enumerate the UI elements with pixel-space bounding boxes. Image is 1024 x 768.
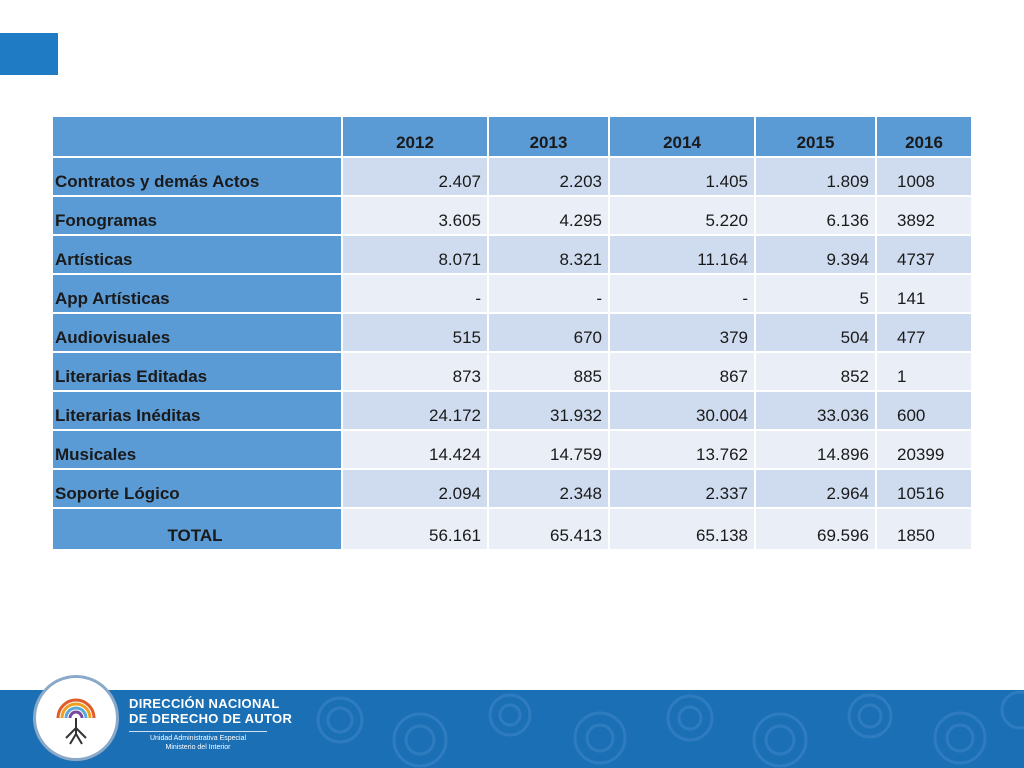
row-label: Artísticas — [53, 236, 343, 275]
org-subtitle-line2: Ministerio del Interior — [165, 744, 231, 751]
table-cell: 14.424 — [343, 431, 489, 470]
table-cell: 3.605 — [343, 197, 489, 236]
table-cell: 2.337 — [610, 470, 756, 509]
table-cell: 1008 — [877, 158, 973, 197]
total-cell: 65.138 — [610, 509, 756, 551]
header-year-2012: 2012 — [343, 117, 489, 158]
table-cell: 4737 — [877, 236, 973, 275]
table-cell: - — [610, 275, 756, 314]
table-cell: 1.405 — [610, 158, 756, 197]
table-cell: 1 — [877, 353, 973, 392]
row-label: App Artísticas — [53, 275, 343, 314]
table-cell: 8.321 — [489, 236, 610, 275]
header-year-2013: 2013 — [489, 117, 610, 158]
org-divider — [129, 731, 267, 732]
table-cell: 515 — [343, 314, 489, 353]
header-year-2016: 2016 — [877, 117, 973, 158]
table-row: Soporte Lógico 2.094 2.348 2.337 2.964 1… — [53, 470, 973, 509]
footer-band — [0, 690, 1024, 768]
table-cell: 5 — [756, 275, 877, 314]
table-cell: 2.094 — [343, 470, 489, 509]
row-label: Soporte Lógico — [53, 470, 343, 509]
swirl-pattern — [316, 690, 1024, 768]
table-cell: 1.809 — [756, 158, 877, 197]
org-subtitle-line1: Unidad Administrativa Especial — [149, 735, 247, 742]
table-header-row: 2012 2013 2014 2015 2016 — [53, 117, 973, 158]
table-cell: 867 — [610, 353, 756, 392]
table-cell: 24.172 — [343, 392, 489, 431]
fingerprint-tree-logo-icon — [33, 675, 119, 761]
table-row: Musicales 14.424 14.759 13.762 14.896 20… — [53, 431, 973, 470]
total-cell: 56.161 — [343, 509, 489, 551]
table-cell: 20399 — [877, 431, 973, 470]
table-cell: 3892 — [877, 197, 973, 236]
total-cell: 1850 — [877, 509, 973, 551]
table-cell: 13.762 — [610, 431, 756, 470]
table-cell: 379 — [610, 314, 756, 353]
table-cell: - — [343, 275, 489, 314]
table-cell: 33.036 — [756, 392, 877, 431]
table-cell: 2.203 — [489, 158, 610, 197]
logo-graphic — [56, 698, 96, 745]
table-row: Audiovisuales 515 670 379 504 477 — [53, 314, 973, 353]
table-cell: 9.394 — [756, 236, 877, 275]
table-cell: 2.348 — [489, 470, 610, 509]
table-cell: 2.964 — [756, 470, 877, 509]
table-cell: 4.295 — [489, 197, 610, 236]
table-row: Contratos y demás Actos 2.407 2.203 1.40… — [53, 158, 973, 197]
table-cell: 6.136 — [756, 197, 877, 236]
table-cell: 873 — [343, 353, 489, 392]
org-name: DIRECCIÓN NACIONAL DE DERECHO DE AUTOR — [129, 696, 292, 726]
row-label: Fonogramas — [53, 197, 343, 236]
total-cell: 65.413 — [489, 509, 610, 551]
table-cell: 30.004 — [610, 392, 756, 431]
table-cell: 10516 — [877, 470, 973, 509]
table-cell: 14.759 — [489, 431, 610, 470]
table-cell: 504 — [756, 314, 877, 353]
table-cell: 670 — [489, 314, 610, 353]
table-cell: 8.071 — [343, 236, 489, 275]
table-cell: 885 — [489, 353, 610, 392]
registrations-table: 2012 2013 2014 2015 2016 Contratos y dem… — [53, 117, 973, 551]
total-cell: 69.596 — [756, 509, 877, 551]
org-subtitle: Unidad Administrativa Especial Ministeri… — [129, 734, 267, 752]
table-cell: 11.164 — [610, 236, 756, 275]
row-label: Literarias Inéditas — [53, 392, 343, 431]
row-label: Literarias Editadas — [53, 353, 343, 392]
table-row: Literarias Inéditas 24.172 31.932 30.004… — [53, 392, 973, 431]
table-row: Artísticas 8.071 8.321 11.164 9.394 4737 — [53, 236, 973, 275]
header-year-2014: 2014 — [610, 117, 756, 158]
table-cell: 141 — [877, 275, 973, 314]
org-name-line1: DIRECCIÓN NACIONAL — [129, 696, 280, 711]
header-empty-cell — [53, 117, 343, 158]
table-cell: 852 — [756, 353, 877, 392]
total-label: TOTAL — [53, 509, 343, 551]
table-cell: 5.220 — [610, 197, 756, 236]
row-label: Musicales — [53, 431, 343, 470]
header-year-2015: 2015 — [756, 117, 877, 158]
table-row: Fonogramas 3.605 4.295 5.220 6.136 3892 — [53, 197, 973, 236]
table-cell: - — [489, 275, 610, 314]
row-label: Contratos y demás Actos — [53, 158, 343, 197]
corner-accent-block — [0, 33, 58, 75]
table-total-row: TOTAL 56.161 65.413 65.138 69.596 1850 — [53, 509, 973, 551]
table-cell: 477 — [877, 314, 973, 353]
org-name-line2: DE DERECHO DE AUTOR — [129, 711, 293, 726]
table-cell: 31.932 — [489, 392, 610, 431]
row-label: Audiovisuales — [53, 314, 343, 353]
table-cell: 600 — [877, 392, 973, 431]
table-row: App Artísticas - - - 5 141 — [53, 275, 973, 314]
table-row: Literarias Editadas 873 885 867 852 1 — [53, 353, 973, 392]
table-cell: 14.896 — [756, 431, 877, 470]
table-cell: 2.407 — [343, 158, 489, 197]
